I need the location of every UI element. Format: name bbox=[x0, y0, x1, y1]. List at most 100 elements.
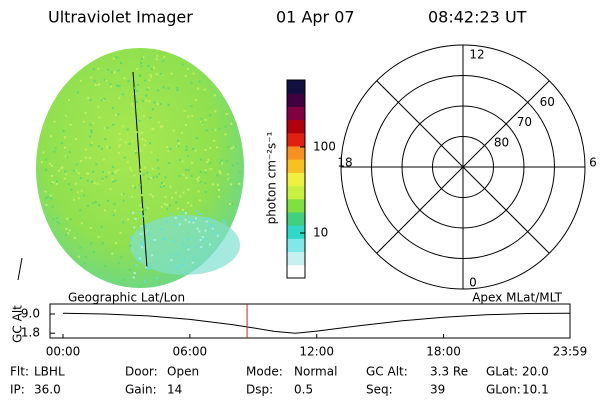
speckle bbox=[56, 217, 59, 220]
speckle bbox=[141, 215, 144, 218]
speckle bbox=[147, 64, 150, 67]
speckle bbox=[130, 169, 133, 172]
colorbar-tick-label: 100 bbox=[313, 139, 336, 153]
speckle bbox=[192, 72, 195, 75]
speckle bbox=[179, 195, 182, 198]
speckle bbox=[119, 138, 122, 141]
colorbar-step bbox=[287, 159, 305, 173]
speckle bbox=[44, 197, 47, 200]
speckle bbox=[44, 168, 47, 171]
speckle bbox=[148, 234, 151, 237]
speckle bbox=[181, 63, 184, 66]
speckle bbox=[111, 172, 114, 175]
speckle bbox=[97, 83, 100, 86]
speckle bbox=[144, 208, 147, 211]
speckle bbox=[113, 71, 116, 74]
strip-right-label: Apex MLat/MLT bbox=[472, 291, 562, 305]
speckle bbox=[216, 183, 219, 186]
speckle bbox=[199, 171, 202, 174]
speckle bbox=[164, 195, 167, 198]
speckle bbox=[158, 173, 161, 176]
speckle bbox=[50, 164, 53, 167]
info-label: Seq: bbox=[366, 383, 393, 397]
info-value: 0.5 bbox=[294, 383, 313, 397]
speckle bbox=[187, 248, 190, 251]
speckle bbox=[128, 268, 131, 271]
speckle bbox=[160, 125, 163, 128]
speckle bbox=[219, 172, 222, 175]
speckle bbox=[144, 280, 147, 283]
speckle bbox=[204, 171, 207, 174]
speckle bbox=[150, 76, 153, 79]
speckle bbox=[198, 230, 201, 233]
speckle bbox=[110, 71, 113, 74]
info-value: 14 bbox=[167, 383, 182, 397]
speckle bbox=[190, 81, 193, 84]
polar-mlt-label: 12 bbox=[469, 48, 484, 62]
speckle bbox=[138, 75, 141, 78]
colorbar-step bbox=[287, 198, 305, 213]
speckle bbox=[168, 204, 171, 207]
speckle bbox=[186, 67, 189, 70]
speckle bbox=[151, 127, 154, 130]
speckle bbox=[151, 108, 154, 111]
speckle bbox=[159, 185, 162, 188]
speckle bbox=[190, 174, 193, 177]
speckle bbox=[141, 208, 144, 211]
speckle bbox=[140, 61, 143, 64]
speckle bbox=[167, 87, 170, 90]
speckle bbox=[182, 191, 185, 194]
speckle bbox=[167, 150, 170, 153]
polar-mlt-label: 0 bbox=[469, 276, 477, 290]
speckle bbox=[61, 166, 64, 169]
speckle bbox=[69, 123, 72, 126]
speckle bbox=[101, 177, 104, 180]
info-label: Door: bbox=[125, 365, 158, 379]
speckle bbox=[127, 218, 130, 221]
speckle bbox=[101, 242, 104, 245]
speckle bbox=[113, 209, 116, 212]
speckle bbox=[196, 177, 199, 180]
speckle bbox=[198, 199, 201, 202]
speckle bbox=[209, 114, 212, 117]
uv-image bbox=[36, 48, 244, 288]
speckle bbox=[117, 69, 120, 72]
speckle bbox=[118, 84, 121, 87]
speckle bbox=[139, 74, 142, 77]
speckle bbox=[146, 207, 149, 210]
speckle bbox=[113, 202, 116, 205]
speckle bbox=[123, 278, 126, 281]
speckle bbox=[183, 109, 186, 112]
speckle bbox=[178, 159, 181, 162]
speckle bbox=[209, 168, 212, 171]
altitude-frame bbox=[49, 303, 571, 339]
speckle bbox=[134, 186, 137, 189]
speckle bbox=[89, 157, 92, 160]
speckle bbox=[167, 103, 170, 106]
speckle bbox=[75, 169, 78, 172]
speckle bbox=[65, 173, 68, 176]
speckle bbox=[160, 205, 163, 208]
speckle bbox=[93, 182, 96, 185]
colorbar-step bbox=[287, 264, 305, 279]
speckle bbox=[135, 100, 138, 103]
speckle bbox=[135, 131, 138, 134]
speckle bbox=[100, 225, 103, 228]
speckle bbox=[166, 145, 169, 148]
speckle bbox=[64, 155, 67, 158]
speckle bbox=[83, 262, 86, 265]
speckle bbox=[79, 177, 82, 180]
speckle bbox=[147, 87, 150, 90]
speckle bbox=[144, 139, 147, 142]
speckle bbox=[124, 141, 127, 144]
speckle bbox=[86, 204, 89, 207]
speckle bbox=[215, 232, 218, 235]
speckle bbox=[98, 116, 101, 119]
speckle bbox=[178, 174, 181, 177]
speckle bbox=[156, 159, 159, 162]
speckle bbox=[143, 144, 146, 147]
speckle bbox=[50, 174, 53, 177]
speckle bbox=[87, 96, 90, 99]
speckle bbox=[163, 55, 166, 58]
speckle bbox=[192, 221, 195, 224]
